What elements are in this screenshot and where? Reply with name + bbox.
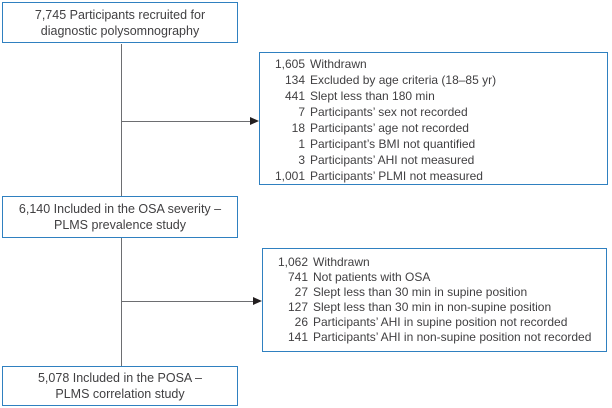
withdrawn-row: 3 Participants’ AHI not measured: [272, 152, 603, 168]
withdrawn-count: 1,605: [274, 57, 305, 71]
withdrawn-row: 141 Participants’ AHI in non-supine posi…: [275, 330, 602, 345]
connector-line-osa-to-posa: [121, 238, 122, 366]
box-withdrawn-first: 1,605 Withdrawn 134 Excluded by age crit…: [259, 52, 608, 185]
box-osa-line-2: PLMS prevalence study: [53, 218, 186, 232]
branch-line-to-withdrawn-first: [122, 121, 252, 122]
withdrawn-row: 127 Slept less than 30 min in non-supine…: [275, 300, 602, 315]
withdrawn-reason: Participant’s BMI not quantified: [310, 137, 476, 151]
right-arrowhead-icon: [253, 297, 262, 305]
withdrawn-reason: Participants’ AHI in supine position not…: [313, 315, 568, 329]
box-recruited-line-1: 7,745 Participants recruited for: [34, 7, 206, 22]
withdrawn-count: 18: [291, 121, 305, 135]
withdrawn-count: 7: [298, 105, 305, 119]
withdrawn-row: 441 Slept less than 180 min: [272, 88, 603, 104]
withdrawn-count: 1,001: [274, 169, 305, 183]
box-osa-line-1: 6,140 Included in the OSA severity –: [18, 202, 222, 216]
withdrawn-reason: Withdrawn: [310, 57, 367, 71]
withdrawn-row: 26 Participants’ AHI in supine position …: [275, 315, 602, 330]
withdrawn-row: 27 Slept less than 30 min in supine posi…: [275, 285, 602, 300]
withdrawn-reason: Slept less than 30 min in supine positio…: [313, 285, 528, 299]
box-posa-line-1: 5,078 Included in the POSA –: [37, 371, 202, 385]
withdrawn-reason: Withdrawn: [313, 255, 370, 269]
withdrawn-row: 1,001 Participants’ PLMI not measured: [272, 168, 603, 184]
withdrawn-count: 127: [287, 300, 308, 314]
withdrawn-reason: Slept less than 180 min: [310, 89, 435, 103]
withdrawn-count: 741: [287, 270, 308, 284]
withdrawn-reason: Excluded by age criteria (18–85 yr): [310, 73, 497, 87]
withdrawn-count: 1,062: [277, 255, 308, 269]
withdrawn-count: 27: [294, 285, 308, 299]
withdrawn-row: 7 Participants’ sex not recorded: [272, 104, 603, 120]
withdrawn-reason: Participants’ PLMI not measured: [310, 169, 483, 183]
withdrawn-reason: Participants’ sex not recorded: [310, 105, 468, 119]
withdrawn-row: 741 Not patients with OSA: [275, 270, 602, 285]
withdrawn-row: 1,062 Withdrawn: [275, 255, 602, 270]
withdrawn-count: 141: [287, 330, 308, 344]
withdrawn-row: 134 Excluded by age criteria (18–85 yr): [272, 72, 603, 88]
withdrawn-row: 18 Participants’ age not recorded: [272, 120, 603, 136]
withdrawn-reason: Not patients with OSA: [313, 270, 431, 284]
withdrawn-count: 26: [294, 315, 308, 329]
withdrawn-count: 134: [284, 73, 305, 87]
withdrawn-count: 1: [298, 137, 305, 151]
box-recruited-line-2: diagnostic polysomnography: [40, 23, 200, 38]
box-posa-study: 5,078 Included in the POSA – PLMS correl…: [2, 366, 238, 406]
right-arrowhead-icon: [250, 117, 259, 125]
box-withdrawn-second: 1,062 Withdrawn 741 Not patients with OS…: [262, 248, 607, 352]
box-recruited: 7,745 Participants recruited for diagnos…: [2, 2, 238, 43]
withdrawn-reason: Participants’ AHI not measured: [310, 153, 475, 167]
withdrawn-count: 441: [284, 89, 305, 103]
connector-line-recruited-to-osa: [121, 44, 122, 196]
branch-line-to-withdrawn-second: [122, 301, 254, 302]
withdrawn-row: 1 Participant’s BMI not quantified: [272, 136, 603, 152]
withdrawn-reason: Slept less than 30 min in non-supine pos…: [313, 300, 552, 314]
box-posa-line-2: PLMS correlation study: [55, 387, 185, 401]
withdrawn-reason: Participants’ AHI in non-supine position…: [313, 330, 592, 344]
withdrawn-row: 1,605 Withdrawn: [272, 56, 603, 72]
withdrawn-count: 3: [298, 153, 305, 167]
box-osa-severity-study: 6,140 Included in the OSA severity – PLM…: [2, 196, 238, 238]
withdrawn-reason: Participants’ age not recorded: [310, 121, 469, 135]
